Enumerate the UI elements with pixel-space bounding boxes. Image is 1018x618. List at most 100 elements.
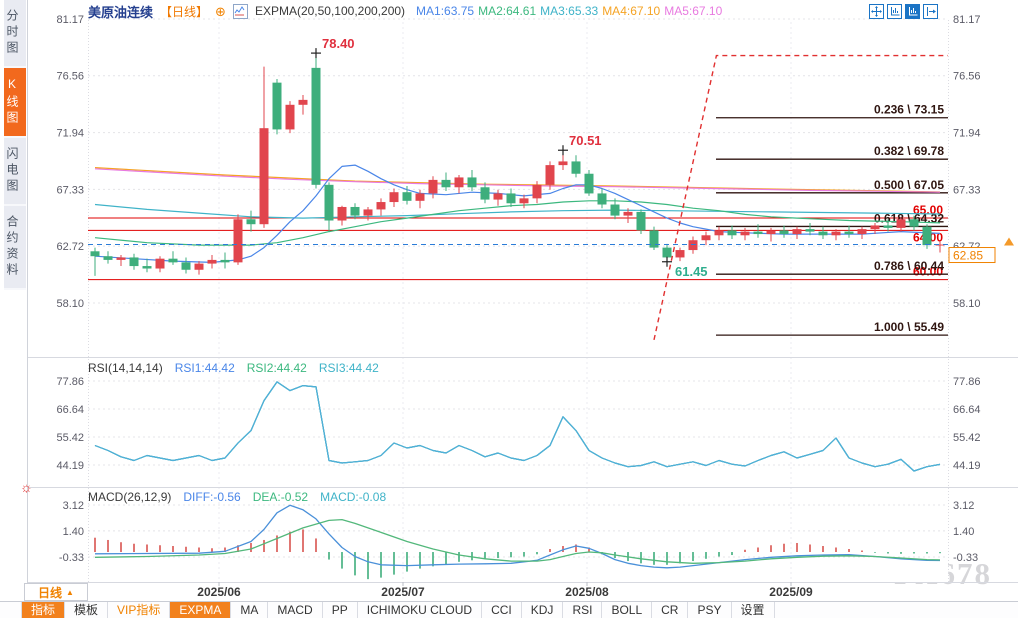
svg-text:1.40: 1.40 (63, 526, 84, 538)
svg-text:58.10: 58.10 (56, 298, 84, 310)
macd-value-1: DIFF:-0.56 (183, 490, 241, 504)
ma1-label: MA1:63.75 (416, 4, 475, 18)
y-axis-left: 81.17 76.56 71.94 67.33 62.72 58.10 77.86 66.64… (56, 14, 84, 564)
macd-name[interactable]: MACD(26,12,9) (88, 490, 172, 504)
ma5-label: MA5:67.10 (664, 4, 723, 18)
macd-header: MACD(26,12,9) DIFF:-0.56 DEA:-0.52 MACD:-0… (88, 490, 398, 504)
macd-value-labels: DIFF:-0.56 DEA:-0.52 MACD:-0.08 (183, 490, 398, 504)
collapse-panel-icon[interactable] (923, 4, 938, 19)
panel-separators (27, 357, 1018, 583)
chart-header: 美原油连续 【日线】 ⊕ EXPMA(20,50,100,200,200) MA… (88, 3, 722, 20)
svg-text:61.45: 61.45 (675, 264, 708, 279)
toolbar-tab-12[interactable]: CR (652, 602, 689, 618)
macd-histogram (94, 529, 941, 580)
interval-selector[interactable]: 日线 ▲ (24, 583, 88, 601)
rsi-value-3: RSI3:44.42 (318, 361, 379, 375)
svg-text:0.236 \ 73.15: 0.236 \ 73.15 (874, 103, 944, 117)
svg-text:77.86: 77.86 (56, 376, 84, 388)
period-tag[interactable]: 【日线】 (160, 4, 209, 19)
ma-value-labels: MA1:63.75 MA2:64.61 MA3:65.33 MA4:67.10 MA5:… (412, 4, 722, 18)
link-plus-icon[interactable]: ⊕ (215, 3, 226, 19)
toolbar-tab-5[interactable]: MACD (268, 602, 323, 618)
ma3-label: MA3:65.33 (540, 4, 599, 18)
window-icons (869, 4, 938, 19)
toolbar-tab-9[interactable]: KDJ (522, 602, 564, 618)
svg-text:2025/09: 2025/09 (769, 585, 813, 599)
toolbar-tab-7[interactable]: ICHIMOKU CLOUD (358, 602, 483, 618)
rsi-name[interactable]: RSI(14,14,14) (88, 361, 163, 375)
toolbar-tab-4[interactable]: MA (231, 602, 269, 618)
svg-text:67.33: 67.33 (56, 184, 84, 196)
toolbar-tab-1[interactable]: 模板 (65, 602, 109, 618)
svg-text:0.382 \ 69.78: 0.382 \ 69.78 (874, 144, 944, 158)
panel-settings-sun-icon[interactable]: ☼ (20, 479, 33, 495)
rsi-lines (94, 381, 941, 472)
y-axis-right: 81.1776.5671.9467.3362.7258.1077.8666.64… (953, 14, 981, 564)
bottom-toolbar: 指标 模板 VIP指标 EXPMA MA MACD PP ICHIMOKU CLOUD CCI K… (0, 601, 1018, 618)
svg-text:-0.33: -0.33 (953, 552, 978, 564)
toolbar-tab-13[interactable]: PSY (688, 602, 732, 618)
svg-text:0.500 \ 67.05: 0.500 \ 67.05 (874, 178, 944, 192)
svg-text:66.64: 66.64 (953, 404, 981, 416)
sidebar-item-0[interactable]: 分时图 (4, 0, 26, 68)
svg-text:2025/06: 2025/06 (197, 585, 241, 599)
rsi-value-1: RSI1:44.42 (174, 361, 235, 375)
pan-crosshair-icon[interactable] (869, 4, 884, 19)
toolbar-tab-11[interactable]: BOLL (602, 602, 653, 618)
svg-text:1.000 \ 55.49: 1.000 \ 55.49 (874, 320, 944, 334)
macd-value-3: MACD:-0.08 (320, 490, 387, 504)
ma4-label: MA4:67.10 (602, 4, 661, 18)
rsi-value-2: RSI2:44.42 (246, 361, 307, 375)
svg-text:71.94: 71.94 (953, 128, 981, 140)
toolbar-tab-6[interactable]: PP (323, 602, 358, 618)
svg-text:62.85: 62.85 (953, 249, 983, 263)
svg-text:44.19: 44.19 (56, 460, 84, 472)
current-price-badge (948, 247, 996, 264)
svg-text:55.42: 55.42 (953, 432, 981, 444)
svg-text:77.86: 77.86 (953, 376, 981, 388)
macd-lines (94, 504, 941, 569)
interval-arrow-icon: ▲ (66, 587, 74, 597)
svg-text:60.00: 60.00 (913, 265, 943, 279)
chart-canvas[interactable] (88, 20, 948, 582)
toolbar-tab-2[interactable]: VIP指标 (108, 602, 171, 618)
sidebar-item-2[interactable]: 闪电图 (4, 138, 26, 206)
current-price: 62.85 (88, 237, 1014, 264)
macd-value-2: DEA:-0.52 (252, 490, 309, 504)
sidebar: 分时图 K线图 闪电图 合约资料 (0, 0, 28, 601)
interval-label: 日线 (38, 585, 63, 600)
toolbar-tab-3[interactable]: EXPMA (170, 602, 232, 618)
svg-text:76.56: 76.56 (953, 71, 981, 83)
toolbar-tab-8[interactable]: CCI (482, 602, 522, 618)
x-axis: 2025/06 2025/07 2025/08 2025/09 (197, 582, 813, 599)
svg-text:78.40: 78.40 (322, 36, 355, 51)
svg-text:58.10: 58.10 (953, 298, 981, 310)
svg-text:67.33: 67.33 (953, 184, 981, 196)
svg-text:76.56: 76.56 (56, 71, 84, 83)
trend-line[interactable] (653, 54, 948, 341)
indicator-chart-icon[interactable] (232, 3, 248, 19)
axis-scale-right-icon[interactable] (905, 4, 920, 19)
rsi-header: RSI(14,14,14) RSI1:44.42 RSI2:44.42 RSI3:4… (88, 361, 391, 375)
svg-text:3.12: 3.12 (63, 500, 84, 512)
svg-text:81.17: 81.17 (56, 14, 84, 26)
svg-text:-0.33: -0.33 (59, 552, 84, 564)
price-annotations: 78.40 70.51 61.45 (311, 36, 708, 279)
toolbar-tab-14[interactable]: 设置 (732, 602, 775, 618)
svg-text:0.786 \ 60.44: 0.786 \ 60.44 (874, 259, 944, 273)
svg-text:2025/08: 2025/08 (565, 585, 609, 599)
rsi-value-labels: RSI1:44.42 RSI2:44.42 RSI3:44.42 (175, 361, 391, 375)
indicator-label[interactable]: EXPMA(20,50,100,200,200) (254, 4, 406, 18)
svg-text:71.94: 71.94 (56, 128, 84, 140)
toolbar-tab-10[interactable]: RSI (563, 602, 603, 618)
sidebar-item-1[interactable]: K线图 (4, 68, 26, 138)
svg-text:44.19: 44.19 (953, 460, 981, 472)
sidebar-item-3[interactable]: 合约资料 (4, 206, 26, 290)
svg-text:2025/07: 2025/07 (381, 585, 425, 599)
toolbar-tab-0[interactable]: 指标 (21, 602, 66, 618)
axis-scale-left-icon[interactable] (887, 4, 902, 19)
price-scroll-up-icon[interactable] (1004, 237, 1014, 246)
gridlines (88, 18, 949, 582)
